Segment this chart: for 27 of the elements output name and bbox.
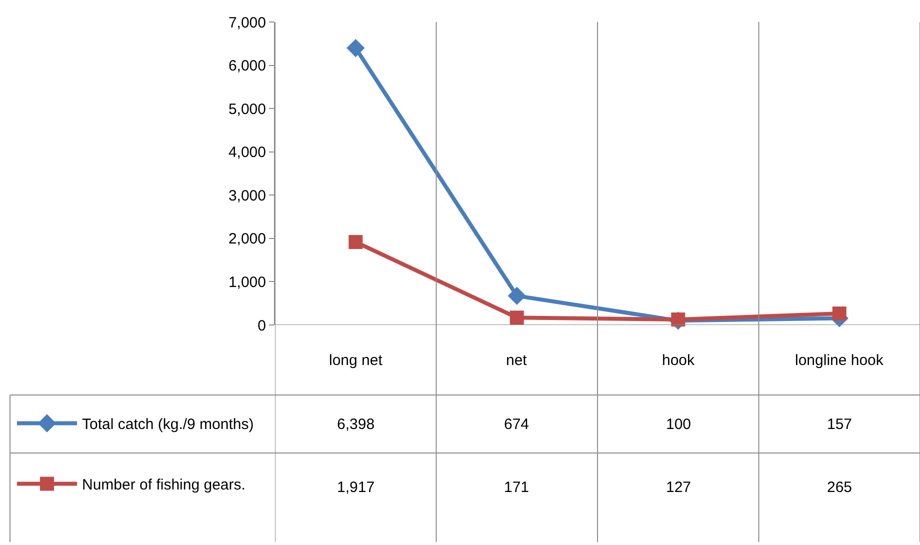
data-label: 265 — [827, 479, 852, 496]
data-label: 100 — [666, 416, 692, 433]
point — [832, 306, 846, 321]
point — [348, 235, 363, 250]
point — [510, 310, 524, 325]
data-label: 674 — [504, 416, 530, 433]
x-tick-label: long net — [329, 352, 384, 369]
y-tick-label: 3,000 — [228, 187, 266, 204]
y-tick-label: 6,000 — [228, 58, 266, 75]
x-tick-label: net — [506, 352, 528, 369]
x-tick-label: hook — [662, 352, 696, 369]
y-tick-label: 0 — [258, 317, 266, 334]
legend-label: Number of fishing gears. — [82, 476, 246, 494]
y-tick-label: 7,000 — [228, 14, 266, 32]
point — [346, 38, 365, 58]
data-label: 6,398 — [337, 416, 375, 433]
data-label: 157 — [827, 416, 852, 433]
x-tick-label: longline hook — [795, 352, 884, 369]
data-label: 171 — [504, 479, 530, 496]
data-label: 127 — [666, 479, 692, 496]
y-tick-label: 5,000 — [228, 100, 266, 118]
data-label: 1,917 — [337, 479, 375, 496]
legend-label: Total catch (kg./9 months) — [82, 416, 254, 434]
y-tick-label: 1,000 — [228, 274, 266, 291]
point — [508, 286, 526, 305]
y-tick-label: 2,000 — [228, 230, 266, 248]
y-tick-label: 4,000 — [228, 144, 266, 162]
